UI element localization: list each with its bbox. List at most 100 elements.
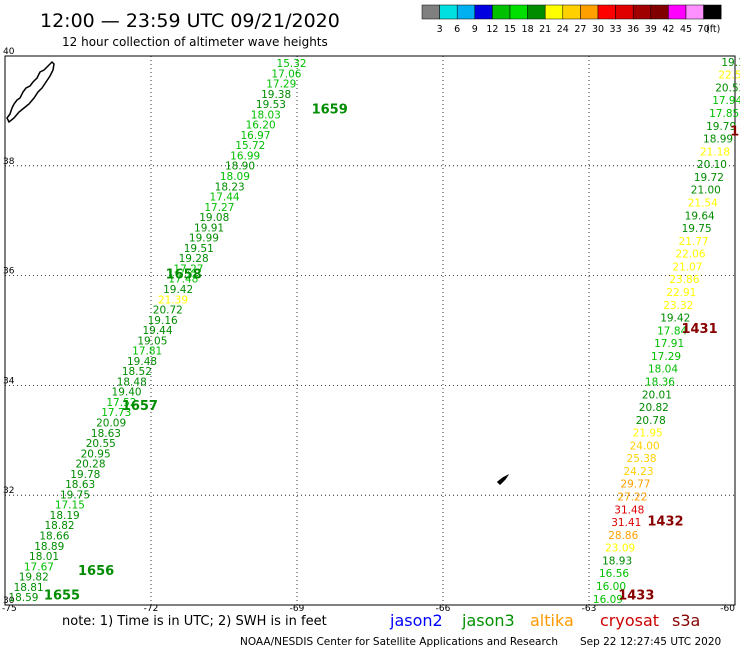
wave-height-value: 18.04 (648, 364, 678, 376)
wave-height-value: 19.42 (163, 284, 193, 296)
colorbar-swatch (632, 4, 652, 20)
wave-height-value: 27.22 (617, 492, 647, 504)
wave-height-value: 18.19 (50, 510, 80, 522)
wave-height-value: 17.29 (651, 351, 681, 363)
wave-height-value: 19.99 (189, 233, 219, 245)
wave-height-value: 17.44 (210, 192, 240, 204)
wave-height-value: 17.29 (266, 79, 296, 91)
x-tick-label: -72 (144, 604, 159, 614)
wave-height-value: 16.99 (230, 150, 260, 162)
colorbar-tick-label: 24 (557, 24, 569, 35)
y-tick-label: 38 (3, 157, 15, 167)
satellite-legend: jason2 jason3 altika cryosat s3a (389, 611, 700, 630)
wave-height-value: 21.07 (672, 261, 702, 273)
y-tick-label: 32 (3, 486, 14, 496)
colorbar-swatch (650, 4, 669, 20)
colorbar-swatch (509, 4, 528, 20)
colorbar-swatch (597, 4, 616, 20)
wave-height-value: 20.52 (715, 82, 740, 94)
wave-height-value: 24.00 (630, 440, 660, 452)
wave-height-value: 18.93 (602, 555, 632, 567)
wave-height-value: 22.91 (666, 287, 696, 299)
wave-height-tracks: 15.3217.0617.2919.3819.5318.0316.2016.97… (8, 57, 740, 606)
chart-subtitle: 12 hour collection of altimeter wave hei… (62, 35, 328, 49)
wave-height-value: 18.01 (29, 551, 59, 563)
footer-timestamp: Sep 22 12:27:45 UTC 2020 (580, 636, 721, 648)
wave-height-value: 31.41 (611, 517, 641, 529)
wave-height-value: 19.78 (70, 469, 100, 481)
legend-entry-jason3: jason3 (461, 611, 515, 630)
wave-height-value: 22.58 (718, 70, 740, 82)
wave-height-value: 20.28 (75, 459, 105, 471)
colorbar-tick-label: 42 (662, 24, 674, 35)
wave-height-value: 17.15 (55, 500, 85, 512)
wave-height-value: 21.54 (688, 198, 718, 210)
coast-shape (6, 60, 55, 124)
wave-height-value: 18.52 (122, 366, 152, 378)
colorbar-swatch (421, 4, 440, 20)
wave-height-value: 23.86 (669, 274, 699, 286)
wave-height-value: 17.73 (101, 407, 131, 419)
wave-height-value: 21.00 (691, 185, 721, 197)
wave-height-value: 20.82 (639, 402, 669, 414)
wave-height-value: 17.52 (106, 397, 136, 409)
colorbar-swatch (668, 4, 687, 20)
pass-time-label: 1657 (122, 399, 158, 414)
axis-tick-labels: -75 -72 -69 -66 -63 -60 30 32 34 36 38 40 (2, 47, 735, 614)
wave-height-value: 31.48 (614, 504, 644, 516)
wave-height-value: 16.20 (246, 120, 276, 132)
colorbar-unit-label: (ft) (706, 24, 720, 35)
wave-height-value: 17.94 (712, 95, 740, 107)
wave-height-value: 16.97 (240, 130, 270, 142)
x-tick-label: -75 (2, 604, 17, 614)
y-tick-label: 40 (3, 47, 15, 57)
color-scale-legend: 3 6 9 12 15 18 21 24 27 30 33 36 39 42 45 70(ft) (421, 4, 722, 35)
pass-time-label: 1432 (647, 514, 683, 529)
x-tick-label: -60 (720, 604, 735, 614)
wave-height-value: 21.39 (158, 294, 188, 306)
wave-height-value: 19.53 (256, 99, 286, 111)
wave-height-value: 15.32 (277, 58, 307, 70)
colorbar-tick-label: 45 (680, 24, 692, 35)
wave-height-value: 21.18 (700, 146, 730, 158)
wave-height-value: 18.48 (117, 376, 147, 388)
wave-height-value: 18.90 (225, 161, 255, 173)
wave-height-value: 23.09 (605, 543, 635, 555)
wave-height-value: 19.75 (682, 223, 712, 235)
legend-entry-altika: altika (530, 611, 574, 630)
wave-height-value: 17.91 (654, 338, 684, 350)
coastline (6, 60, 510, 486)
pass-time-label: 1655 (44, 589, 80, 604)
colorbar-tick-label: 39 (645, 24, 657, 35)
wave-height-value: 28.86 (608, 530, 638, 542)
y-tick-label: 30 (3, 596, 15, 606)
wave-height-value: 17.27 (204, 202, 234, 214)
wave-height-value: 19.51 (184, 243, 214, 255)
wave-height-value: 20.55 (86, 438, 116, 450)
wave-height-value: 19.82 (19, 572, 49, 584)
colorbar-swatch (562, 4, 581, 20)
pass-time-label: 1659 (312, 103, 348, 118)
wave-height-value: 15.72 (235, 140, 265, 152)
wave-height-value: 18.63 (91, 428, 121, 440)
legend-entry-jason2: jason2 (389, 611, 443, 630)
wave-height-value: 17.06 (271, 68, 301, 80)
wave-height-value: 17.85 (709, 108, 739, 120)
colorbar-tick-label: 21 (539, 24, 551, 35)
legend-entry-cryosat: cryosat (600, 611, 659, 630)
island-shape (496, 474, 510, 486)
wave-height-value: 24.23 (623, 466, 653, 478)
colorbar-swatch (615, 4, 634, 20)
pass-time-label: 1656 (78, 564, 114, 579)
wave-height-value: 18.89 (34, 541, 64, 553)
wave-height-value: 17.84 (657, 325, 687, 337)
wave-height-value: 29.77 (620, 479, 650, 491)
pass-time-label: 1431 (681, 322, 717, 337)
wave-height-value: 17.67 (24, 561, 54, 573)
chart-title: 12:00 — 23:59 UTC 09/21/2020 (40, 10, 340, 32)
colorbar-swatch (456, 4, 476, 20)
legend-entry-s3a: s3a (672, 611, 700, 630)
wave-height-value: 19.72 (694, 172, 724, 184)
colorbar-swatch (544, 4, 564, 20)
wave-height-value: 19.08 (199, 212, 229, 224)
